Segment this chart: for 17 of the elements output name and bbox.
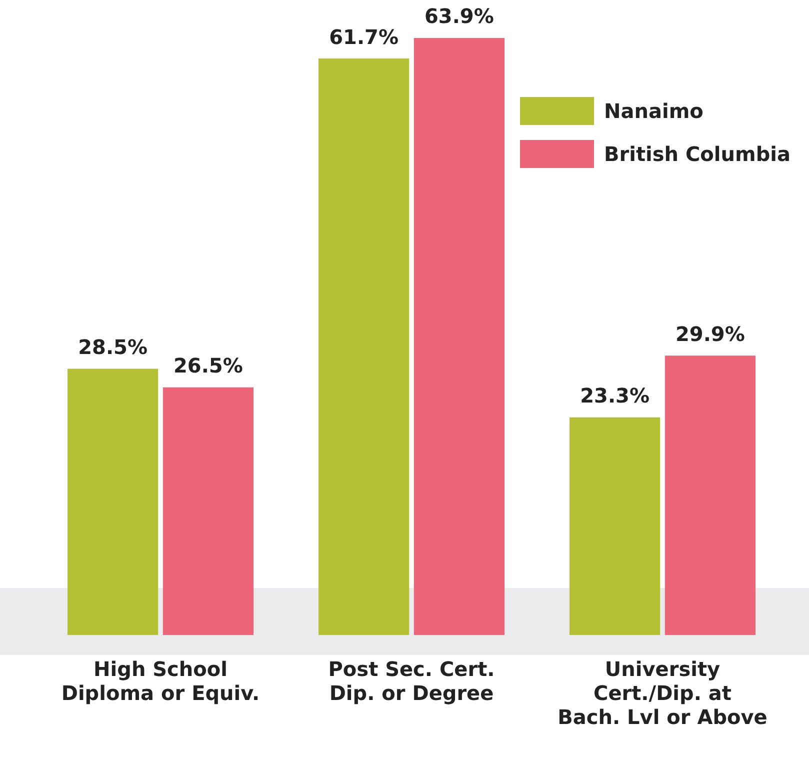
bar xyxy=(570,417,660,635)
bar xyxy=(414,38,504,635)
data-label: 26.5% xyxy=(173,354,243,378)
data-label: 28.5% xyxy=(78,334,148,359)
data-label: 23.3% xyxy=(580,384,650,408)
x-tick-label: Post Sec. Cert. Dip. or Degree xyxy=(328,657,495,706)
bar xyxy=(162,387,254,635)
legend-label: Nanaimo xyxy=(604,99,704,123)
data-label: 63.9% xyxy=(424,4,494,28)
x-tick-label: High School Diploma or Equiv. xyxy=(61,657,260,706)
data-label: 29.9% xyxy=(675,322,745,346)
bar xyxy=(318,58,410,635)
bar xyxy=(664,356,756,635)
bar xyxy=(68,368,158,635)
data-label: 61.7% xyxy=(329,24,399,49)
legend-label: British Columbia xyxy=(604,142,791,166)
x-tick-label: University Cert./Dip. at Bach. Lvl or Above xyxy=(558,657,768,730)
